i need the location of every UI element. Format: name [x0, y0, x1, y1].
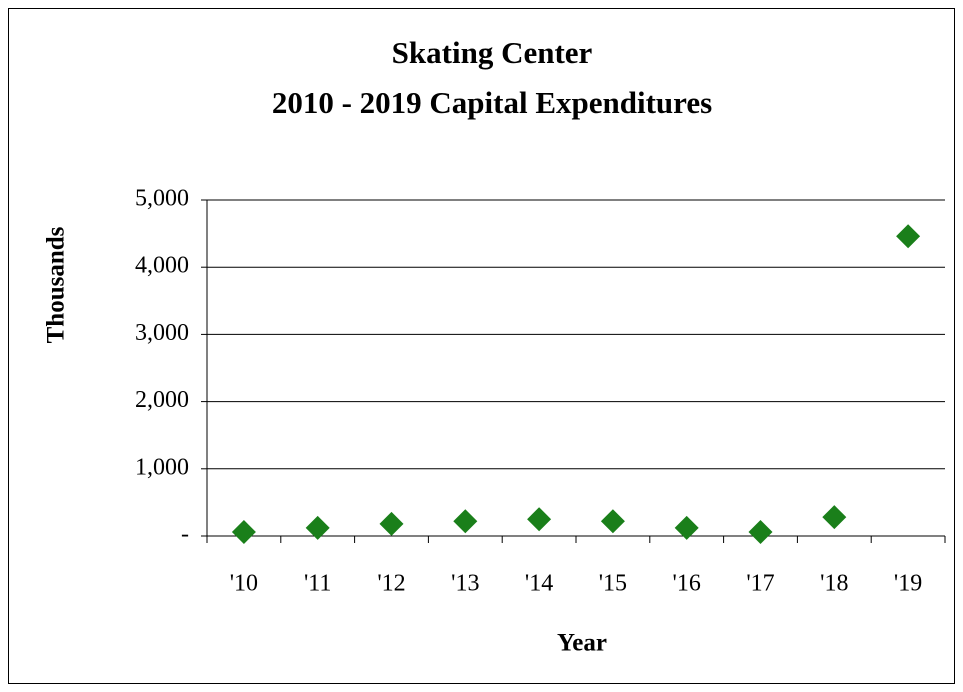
y-tick-label: 4,000 [135, 253, 189, 279]
data-point [748, 519, 773, 544]
chart-subtitle: 2010 - 2019 Capital Expenditures [272, 85, 712, 120]
x-tick-label: '14 [525, 571, 553, 597]
x-tick-label: '13 [451, 571, 479, 597]
data-point [896, 224, 921, 249]
y-tick-label: 3,000 [135, 320, 189, 346]
data-point [527, 507, 552, 532]
x-axis-title: Year [557, 630, 607, 657]
y-axis-title: Thousands [43, 226, 70, 343]
data-point [674, 515, 699, 540]
y-tick-label: - [181, 522, 189, 548]
data-point [600, 509, 625, 534]
y-tick-label: 2,000 [135, 387, 189, 413]
x-tick-label: '15 [599, 571, 627, 597]
x-tick-label: '19 [894, 571, 922, 597]
x-tick-label: '18 [820, 571, 848, 597]
x-tick-label: '11 [304, 571, 331, 597]
data-point [231, 519, 256, 544]
chart-border [8, 8, 955, 684]
data-point [379, 511, 404, 536]
x-tick-label: '12 [377, 571, 405, 597]
x-tick-label: '16 [673, 571, 701, 597]
y-tick-label: 1,000 [135, 454, 189, 480]
data-point [305, 515, 330, 540]
data-point [453, 509, 478, 534]
data-point [822, 505, 847, 530]
y-tick-label: 5,000 [135, 186, 189, 212]
x-tick-label: '17 [746, 571, 774, 597]
chart-title: Skating Center [392, 35, 593, 70]
x-tick-label: '10 [230, 571, 258, 597]
